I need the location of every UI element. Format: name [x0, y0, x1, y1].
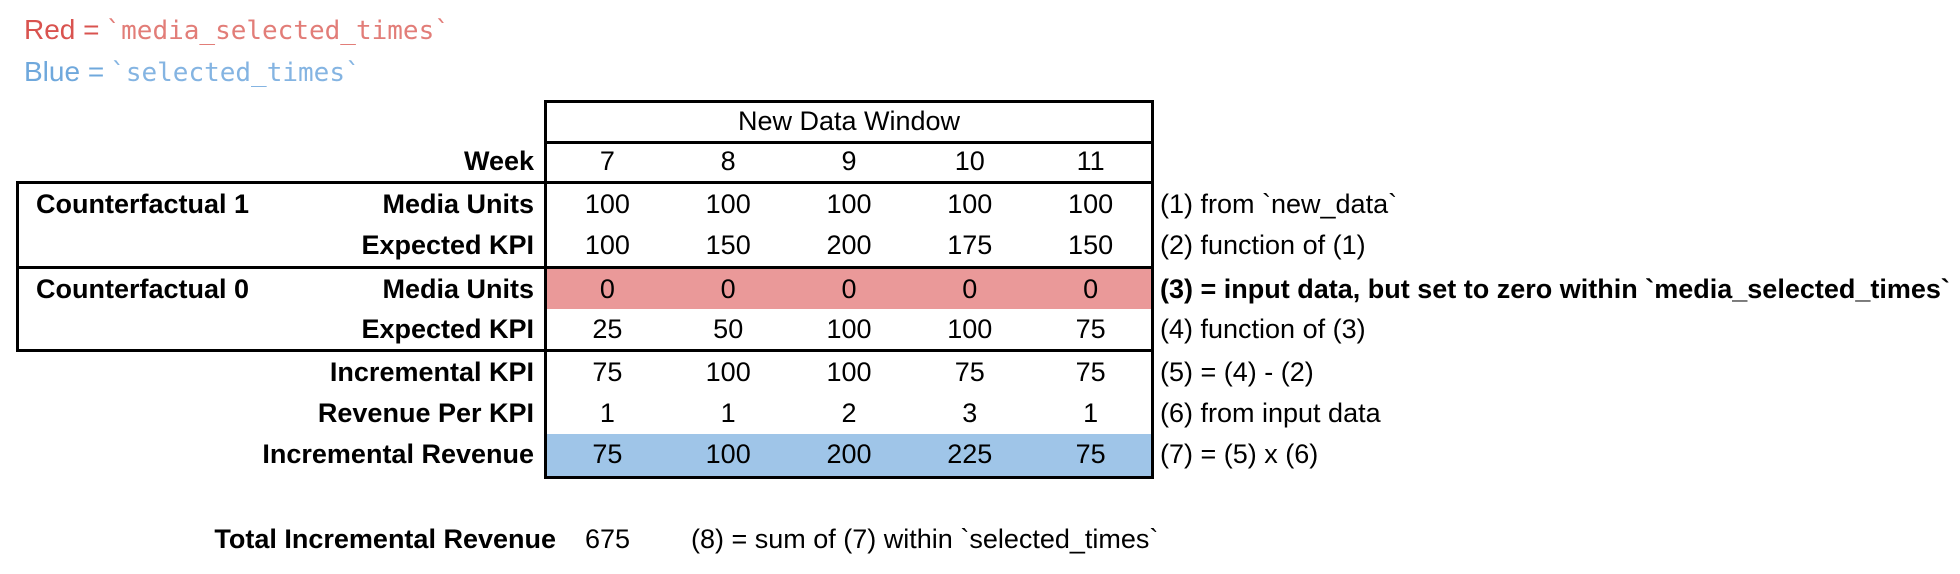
media-selected-times-band	[547, 269, 1151, 309]
counterfactual-bottom-border	[16, 349, 1154, 352]
table-cell: 100	[584, 189, 630, 219]
table-cell: 100	[1068, 189, 1114, 219]
table-cell: 175	[947, 230, 993, 260]
table-cell: 225	[947, 439, 993, 469]
selected-times-band	[547, 434, 1151, 476]
row-label: Media Units	[382, 189, 534, 219]
row-note: (2) function of (1)	[1160, 230, 1366, 260]
table-cell: 200	[826, 230, 872, 260]
table-cell: 25	[592, 314, 623, 344]
table-cell: 3	[962, 398, 978, 428]
row-note: (4) function of (3)	[1160, 314, 1366, 344]
week-number: 9	[841, 146, 857, 176]
row-label: Incremental Revenue	[262, 439, 534, 469]
table-cell: 100	[826, 357, 872, 387]
table-cell: 100	[705, 189, 751, 219]
week-number: 11	[1076, 146, 1105, 176]
row-group-label: Counterfactual 1	[36, 189, 250, 219]
legend-blue-code: `selected_times`	[110, 58, 361, 88]
table-cell: 200	[826, 439, 872, 469]
table-cell: 0	[720, 274, 736, 304]
table-cell: 75	[1075, 439, 1106, 469]
row-group-label: Counterfactual 0	[36, 274, 250, 304]
table-cell: 150	[705, 230, 751, 260]
legend-red-code: `media_selected_times`	[105, 16, 450, 46]
data-box-top-border	[544, 100, 1154, 103]
table-cell: 1	[599, 398, 615, 428]
table-cell: 75	[592, 439, 623, 469]
row-note: (6) from input data	[1160, 398, 1381, 428]
legend-red-label: Red =	[24, 14, 100, 45]
table-cell: 50	[713, 314, 744, 344]
table-cell: 75	[954, 357, 985, 387]
row-label: Revenue Per KPI	[317, 398, 534, 428]
table-cell: 1	[1083, 398, 1099, 428]
table-cell: 75	[1075, 314, 1106, 344]
total-label: Total Incremental Revenue	[214, 524, 556, 554]
legend-blue-line: Blue = `selected_times`	[24, 56, 361, 89]
table-cell: 100	[947, 314, 993, 344]
table-cell: 100	[947, 189, 993, 219]
header-bottom-border	[544, 141, 1154, 144]
row-label: Expected KPI	[361, 314, 534, 344]
table-cell: 0	[841, 274, 857, 304]
table-cell: 0	[1083, 274, 1099, 304]
data-box-bottom-border	[544, 476, 1154, 479]
table-cell: 150	[1068, 230, 1114, 260]
table-cell: 0	[599, 274, 615, 304]
data-box-right-border	[1151, 100, 1154, 479]
table-cell: 100	[705, 439, 751, 469]
row-label: Expected KPI	[361, 230, 534, 260]
table-cell: 100	[826, 314, 872, 344]
total-value: 675	[584, 524, 631, 554]
row-note: (5) = (4) - (2)	[1160, 357, 1314, 387]
table-cell: 100	[705, 357, 751, 387]
table-cell: 2	[841, 398, 857, 428]
table-cell: 1	[720, 398, 736, 428]
row-note: (7) = (5) x (6)	[1160, 439, 1319, 469]
table-cell: 75	[592, 357, 623, 387]
counterfactual-divider-border	[16, 266, 1154, 269]
table-cell: 100	[826, 189, 872, 219]
week-number: 7	[599, 146, 615, 176]
week-number: 8	[720, 146, 736, 176]
week-number: 10	[954, 146, 985, 176]
row-note: (1) from `new_data`	[1160, 189, 1398, 219]
data-box-left-border	[544, 100, 547, 479]
week-row-bottom-border	[16, 181, 1154, 184]
row-label: Incremental KPI	[329, 357, 534, 387]
total-note: (8) = sum of (7) within `selected_times`	[691, 524, 1159, 554]
table-cell: 100	[584, 230, 630, 260]
new-data-window-header: New Data Window	[737, 106, 961, 136]
legend-blue-label: Blue =	[24, 56, 105, 87]
row-label: Media Units	[382, 274, 534, 304]
label-box-left-border	[16, 181, 19, 352]
table-cell: 0	[962, 274, 978, 304]
week-label: Week	[463, 146, 534, 176]
row-note: (3) = input data, but set to zero within…	[1160, 274, 1950, 304]
legend-red-line: Red = `media_selected_times`	[24, 14, 450, 47]
table-cell: 75	[1075, 357, 1106, 387]
